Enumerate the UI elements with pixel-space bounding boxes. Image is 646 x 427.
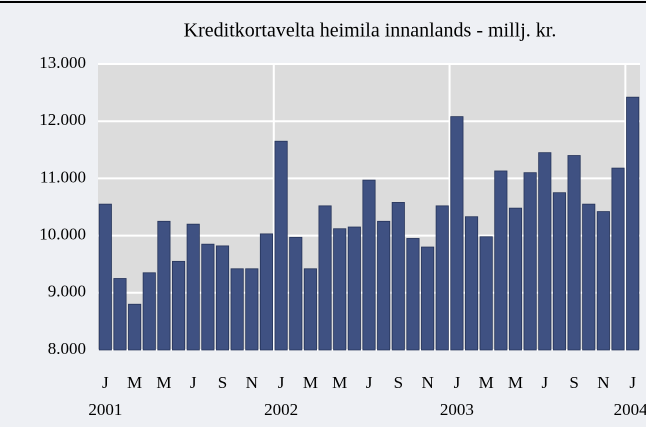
x-tick-label: J: [190, 373, 197, 392]
bar: [406, 238, 420, 351]
bar: [245, 268, 259, 351]
year-label: 2001: [88, 400, 122, 419]
x-tick-label: M: [479, 373, 494, 392]
bar: [201, 243, 215, 351]
x-tick-label: M: [156, 373, 171, 392]
bar: [538, 152, 552, 351]
x-tick-label: S: [218, 373, 227, 392]
bar: [523, 172, 537, 351]
bar: [113, 278, 127, 351]
bar: [98, 203, 112, 351]
x-tick-label: J: [541, 373, 548, 392]
bar: [421, 246, 435, 351]
bar: [596, 211, 610, 351]
x-tick-label: N: [421, 373, 433, 392]
year-label: 2004: [614, 400, 646, 419]
bar: [333, 228, 347, 351]
bar: [567, 155, 581, 351]
bar: [611, 167, 625, 351]
bar: [318, 205, 332, 351]
y-tick-label: 12.000: [39, 110, 86, 129]
x-tick-label: N: [597, 373, 609, 392]
bar: [274, 140, 288, 351]
bar: [391, 202, 405, 351]
bar: [464, 216, 479, 351]
bar: [450, 116, 464, 351]
bar: [494, 170, 508, 351]
y-tick-label: 13.000: [39, 53, 86, 72]
bar: [435, 205, 449, 351]
x-tick-label: M: [508, 373, 523, 392]
x-tick-label: S: [569, 373, 578, 392]
bar: [347, 226, 361, 351]
bar: [289, 236, 303, 351]
x-tick-label: M: [303, 373, 318, 392]
x-tick-label: J: [454, 373, 461, 392]
bar: [508, 207, 523, 351]
bar: [582, 203, 596, 351]
x-tick-label: J: [366, 373, 373, 392]
bar: [626, 96, 640, 351]
x-tick-label: M: [332, 373, 347, 392]
bar: [362, 179, 376, 351]
bar: [157, 220, 171, 351]
bar: [303, 268, 317, 351]
year-label: 2002: [264, 400, 298, 419]
x-tick-label: M: [127, 373, 142, 392]
bar: [479, 236, 493, 351]
x-tick-label: S: [394, 373, 403, 392]
bar: [377, 220, 391, 351]
bar: [142, 272, 156, 351]
bar: [230, 268, 244, 351]
x-tick-label: N: [246, 373, 258, 392]
bar: [552, 192, 566, 351]
year-label: 2003: [440, 400, 474, 419]
y-tick-label: 10.000: [39, 225, 86, 244]
chart-title: Kreditkortavelta heimila innanlands - mi…: [184, 20, 557, 42]
y-tick-label: 8.000: [48, 339, 86, 358]
bar: [215, 245, 230, 351]
x-tick-label: J: [102, 373, 109, 392]
y-tick-label: 9.000: [48, 282, 86, 301]
bar: [172, 260, 186, 351]
y-tick-label: 11.000: [40, 167, 86, 186]
bar: [186, 223, 200, 351]
bar: [128, 303, 142, 351]
x-tick-label: J: [278, 373, 285, 392]
bar: [259, 233, 274, 351]
x-tick-label: J: [629, 373, 636, 392]
